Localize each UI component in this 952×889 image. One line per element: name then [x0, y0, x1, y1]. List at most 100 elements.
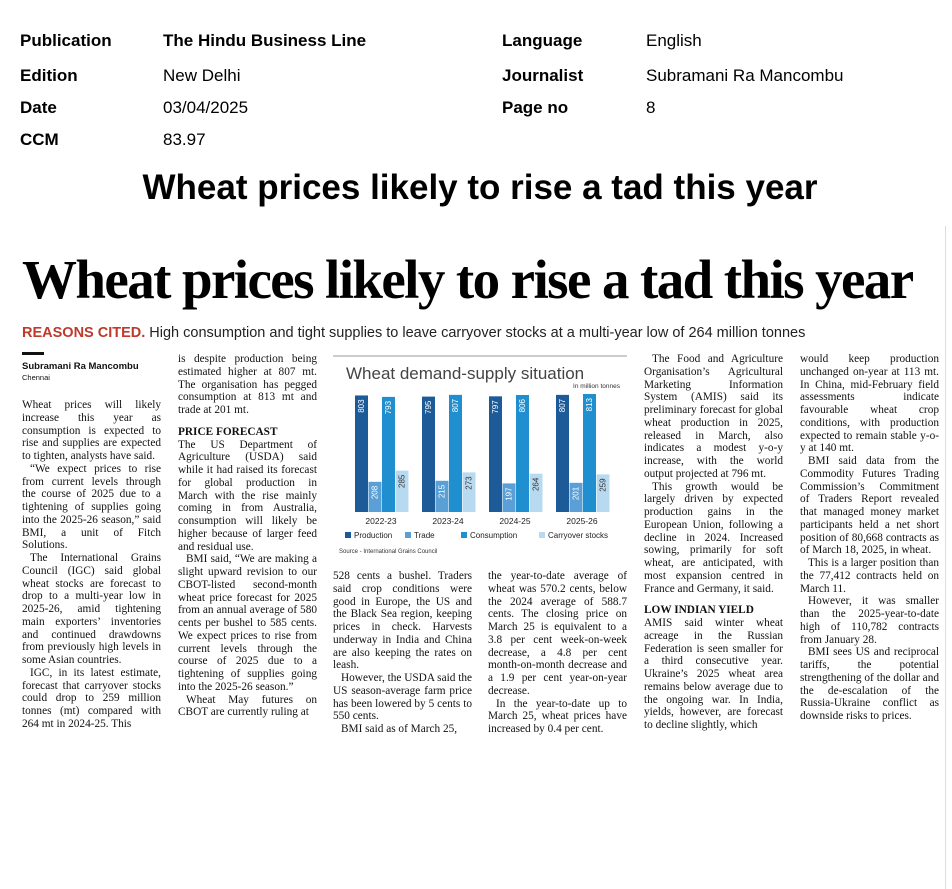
value-label: 273	[465, 476, 474, 490]
field-label: Journalist	[502, 66, 584, 85]
kicker: REASONS CITED. High consumption and tigh…	[22, 325, 805, 341]
field-label: Language	[502, 31, 583, 50]
value-label: 197	[505, 487, 514, 501]
field-label: Page no	[502, 98, 569, 117]
bar	[489, 396, 502, 512]
bar	[462, 472, 476, 512]
paragraph: is despite production being estimated hi…	[178, 353, 317, 416]
field-label: Edition	[20, 66, 78, 85]
value-label: 806	[518, 398, 527, 412]
column: Subramani Ra Mancombu Chennai Wheat pric…	[22, 352, 161, 731]
paragraph: the year-to-date average of wheat was 57…	[488, 570, 627, 697]
value-label: 259	[599, 478, 608, 492]
dateline: Chennai	[22, 373, 50, 382]
paragraph: BMI said, “We are making a slight upward…	[178, 553, 317, 693]
subheading: PRICE FORECAST	[178, 425, 278, 438]
paragraph: In the year-to-date up to March 25, whea…	[488, 697, 627, 736]
paragraph: Wheat May futures on CBOT are currently …	[178, 693, 317, 719]
legend-label: Carryover stocks	[548, 531, 608, 540]
chart-source: Source - International Grains Council	[339, 549, 437, 555]
field-label: Date	[20, 98, 57, 117]
value-label: 215	[438, 484, 447, 498]
value-label: 807	[558, 398, 567, 412]
legend-swatch	[539, 532, 545, 538]
legend-label: Production	[354, 531, 392, 540]
bar	[556, 394, 569, 512]
paragraph: IGC, in its latest estimate, forecast th…	[22, 666, 161, 730]
value-label: 813	[585, 397, 594, 411]
paragraph: BMI said as of March 25,	[341, 723, 458, 735]
value-label: 264	[532, 477, 541, 491]
field-value: New Delhi	[163, 66, 241, 85]
byline: Subramani Ra Mancombu	[22, 361, 139, 372]
value-label: 797	[491, 400, 500, 414]
field-value: Subramani Ra Mancombu	[646, 66, 844, 85]
value-label: 285	[398, 474, 407, 488]
category-label: 2022-23	[365, 516, 396, 526]
legend-swatch	[405, 532, 411, 538]
paragraph: This growth would be largely driven by e…	[644, 480, 783, 595]
column: the year-to-date average of wheat was 57…	[488, 570, 627, 736]
field-label: Publication	[20, 31, 112, 50]
value-label: 803	[357, 399, 366, 413]
paragraph: 528 cents a bushel. Traders said crop co…	[333, 570, 472, 672]
value-label: 793	[384, 400, 393, 414]
field-value: 03/04/2025	[163, 98, 249, 117]
bar	[368, 481, 382, 512]
value-label: 208	[371, 485, 380, 499]
category-label: 2023-24	[432, 516, 463, 526]
chart: Wheat demand-supply situation In million…	[333, 355, 627, 555]
paragraph: AMIS said winter wheat acreage in the Ru…	[644, 617, 783, 731]
column: The Food and Agriculture Organisation’s …	[644, 353, 783, 732]
bar	[382, 396, 395, 512]
paragraph: The International Grains Council (IGC) s…	[22, 552, 161, 666]
rule	[22, 352, 44, 355]
page-title: Wheat prices likely to rise a tad this y…	[142, 168, 818, 207]
paragraph: However, the USDA said the US season-ave…	[333, 672, 473, 723]
kicker-label: REASONS CITED.	[22, 325, 146, 341]
paragraph: This is a larger position than the 77,41…	[800, 557, 939, 595]
paragraph: However, it was smaller than the 2025-ye…	[800, 595, 939, 646]
column: would keep production unchanged on-year …	[800, 353, 939, 723]
bar	[596, 474, 610, 512]
bar	[422, 396, 435, 512]
paragraph: The Food and Agriculture Organisation’s …	[644, 353, 783, 480]
bar	[583, 394, 596, 512]
bar	[435, 480, 449, 512]
bar	[449, 394, 462, 512]
value-label: 795	[424, 400, 433, 414]
column: is despite production being estimated hi…	[178, 353, 317, 719]
kicker-text: High consumption and tight supplies to l…	[149, 325, 806, 341]
paragraph: “We expect prices to rise from current l…	[22, 462, 161, 552]
field-value: English	[646, 31, 702, 50]
value-label: 201	[572, 486, 581, 500]
category-label: 2024-25	[499, 516, 530, 526]
paragraph: Wheat prices will likely increase this y…	[22, 399, 161, 462]
chart-unit: In million tonnes	[573, 383, 621, 390]
field-value: 8	[646, 98, 656, 117]
bar	[529, 473, 543, 512]
bar	[355, 395, 368, 512]
column: 528 cents a bushel. Traders said crop co…	[333, 570, 472, 736]
field-label: CCM	[20, 130, 59, 149]
subheading: LOW INDIAN YIELD	[644, 604, 754, 617]
value-label: 807	[451, 398, 460, 412]
paragraph: The US Department of Agriculture (USDA) …	[178, 438, 317, 553]
chart-title: Wheat demand-supply situation	[346, 364, 584, 383]
bar	[516, 395, 529, 512]
bar	[502, 483, 516, 512]
legend-label: Consumption	[470, 531, 517, 540]
headline: Wheat prices likely to rise a tad this y…	[22, 249, 914, 310]
field-value: The Hindu Business Line	[163, 31, 367, 50]
clipping	[0, 226, 946, 889]
legend-label: Trade	[414, 531, 435, 540]
category-label: 2025-26	[566, 516, 597, 526]
bar	[395, 470, 409, 512]
legend-swatch	[461, 532, 467, 538]
paragraph: would keep production unchanged on-year …	[800, 353, 939, 455]
bar	[569, 482, 583, 512]
legend-swatch	[345, 532, 351, 538]
paragraph: BMI said data from the Commodity Futures…	[800, 455, 939, 557]
paragraph: BMI sees US and reciprocal tariffs, the …	[800, 646, 939, 722]
